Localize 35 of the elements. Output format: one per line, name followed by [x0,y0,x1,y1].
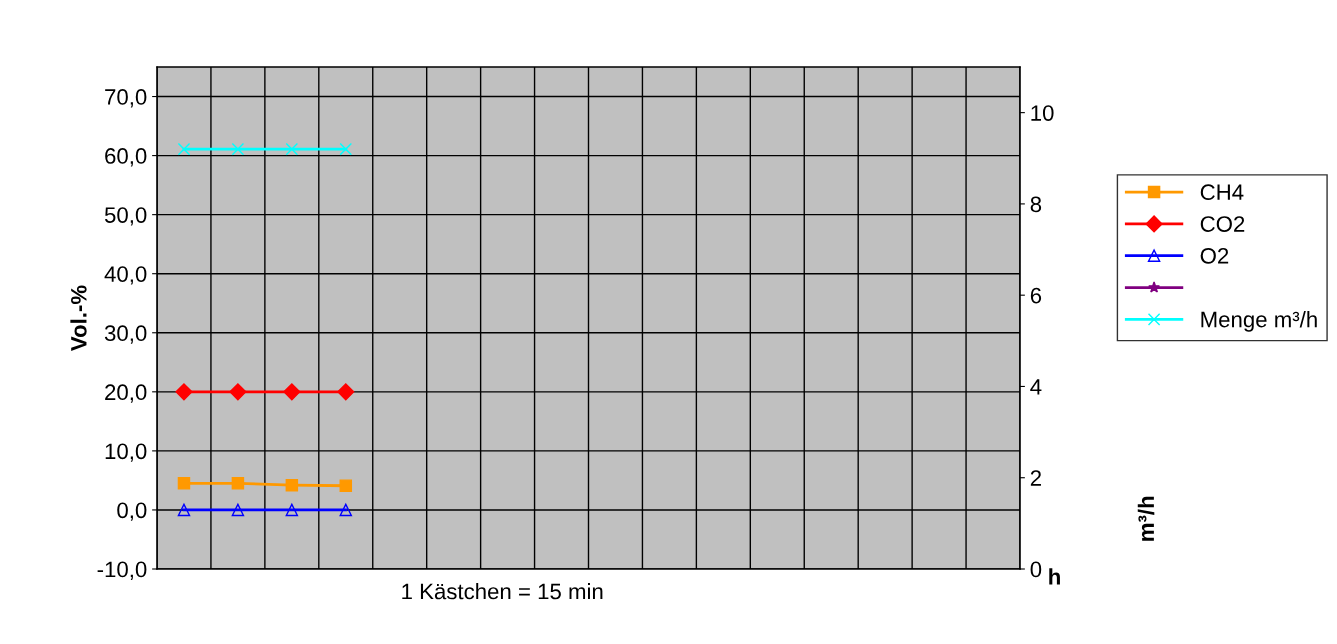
y-tick-label: 70,0 [105,89,147,108]
point [285,478,299,492]
point [337,383,355,401]
y-tick-label: 10,0 [105,443,147,462]
y-tick-label: 60,0 [105,148,147,167]
point [177,503,191,517]
y2-tick-label: 2 [1030,470,1041,486]
y2-tick-label: 6 [1030,287,1042,304]
y2-tick-label: 0 [1030,561,1042,578]
point [339,503,353,517]
legend-label: CH4 [1200,184,1244,201]
point [283,383,301,401]
point [339,479,353,492]
point [285,503,299,517]
y-tick-label: 0,0 [117,502,147,521]
legend-label: Menge m³/h [1201,311,1317,332]
y2-tick-label: 10 [1031,105,1054,121]
point [231,503,245,517]
y-tick-label: 20,0 [105,384,147,403]
y-tick-label: -10,0 [97,561,147,580]
point [177,477,191,490]
y-tick-label: 50,0 [104,207,147,226]
text: 1 Kästchen = 15 min [402,583,603,600]
x-axis-title: h [1049,568,1060,585]
y-axis-title: Vol.-% [70,285,87,351]
y-tick-label: 30,0 [104,325,147,344]
legend-label: CO2 [1200,216,1245,232]
y2-tick-label: 8 [1030,196,1042,213]
point [229,383,247,401]
y-tick-label: 40,0 [104,266,147,285]
y2-axis-title: m³/h [1137,496,1155,541]
legend-label: O2 [1200,247,1229,264]
point [231,477,245,490]
point [175,383,193,401]
y2-tick-label: 4 [1030,379,1042,395]
